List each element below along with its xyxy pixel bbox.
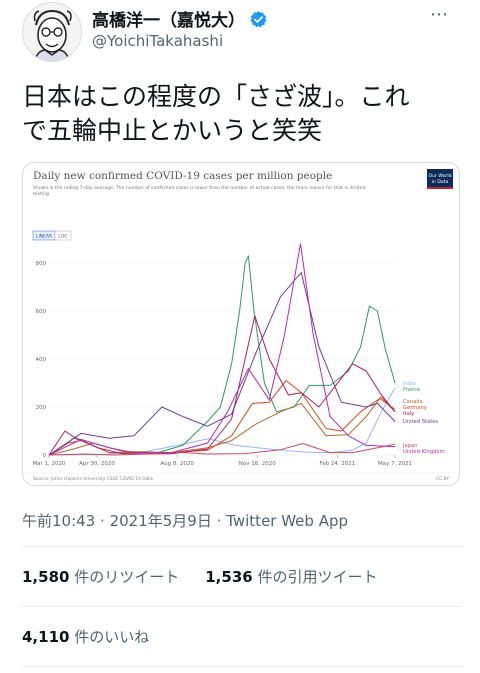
retweet-count: 1,580 xyxy=(22,568,70,586)
chart-source: Source: Johns Hopkins University CSSE CO… xyxy=(33,476,153,482)
display-name-text[interactable]: 高橋洋一（嘉悦大） xyxy=(92,11,245,31)
x-tick-label: May 7, 2021 xyxy=(378,461,412,467)
scale-toggle[interactable]: LINEAR LOG xyxy=(32,230,72,241)
divider xyxy=(22,606,462,607)
divider xyxy=(22,666,462,667)
y-axis-ticks: 0 200 400 600 800 xyxy=(36,261,47,459)
legend-leader xyxy=(394,411,402,414)
like-label: 件のいいね xyxy=(74,628,150,646)
tweet-text-line: で五輪中止とかいうと笑笑 xyxy=(22,116,323,145)
verified-badge-icon xyxy=(250,11,267,28)
tweet-text: 日本はこの程度の「さざ波」。これ で五輪中止とかいうと笑笑 xyxy=(22,80,462,148)
retweet-count-link[interactable]: 1,580 件のリツイート xyxy=(22,568,179,586)
legend-leader xyxy=(394,382,402,388)
y-tick-label: 0 xyxy=(43,453,47,459)
x-tick-label: Feb 24, 2021 xyxy=(319,461,355,467)
legend-label: Germany xyxy=(403,405,427,411)
chart-title: Daily new confirmed COVID-19 cases per m… xyxy=(33,170,332,182)
legend-label: India xyxy=(403,381,416,387)
chart-gridlines xyxy=(49,262,395,456)
linear-toggle-label: LINEAR xyxy=(36,234,52,240)
series-line-japan xyxy=(48,443,396,456)
covid-cases-chart: Daily new confirmed COVID-19 cases per m… xyxy=(23,169,459,482)
legend-label: Canada xyxy=(403,399,423,405)
legend-leader xyxy=(394,444,402,446)
x-tick-label: Apr 30, 2020 xyxy=(79,461,115,467)
series-line-italy xyxy=(48,315,396,456)
series-line-india xyxy=(48,387,396,456)
tweet-date[interactable]: 2021年5月9日 xyxy=(109,512,212,530)
tweet-source[interactable]: Twitter Web App xyxy=(226,512,349,530)
y-tick-label: 800 xyxy=(36,261,47,267)
owid-logo: Our World in Data xyxy=(427,169,453,189)
meta-separator: · xyxy=(100,512,105,530)
legend-leader xyxy=(394,382,402,390)
chart-license: CC BY xyxy=(436,476,449,482)
series-line-france xyxy=(48,255,396,456)
user-handle[interactable]: @YoichiTakahashi xyxy=(92,32,224,50)
more-options-icon[interactable]: ⋯ xyxy=(430,4,450,25)
owid-logo-text: Our World xyxy=(428,173,451,179)
tweet-time[interactable]: 午前10:43 xyxy=(22,512,96,530)
chart-series-lines xyxy=(48,243,396,456)
series-line-united-kingdom xyxy=(48,243,396,456)
legend-label: United Kingdom xyxy=(403,449,445,455)
owid-logo-text: in Data xyxy=(432,179,449,185)
legend-label: United States xyxy=(403,419,438,425)
legend-label: Japan xyxy=(402,443,417,449)
chart-subtitle: Shown is the rolling 7-day average. The … xyxy=(33,185,366,191)
y-tick-label: 200 xyxy=(36,405,47,411)
attached-chart-image[interactable]: Daily new confirmed COVID-19 cases per m… xyxy=(22,162,460,486)
legend-leader xyxy=(394,400,402,410)
x-tick-label: Aug 8, 2020 xyxy=(160,461,194,467)
like-count-link[interactable]: 4,110 件のいいね xyxy=(22,628,149,646)
quote-count-link[interactable]: 1,536 件の引用ツイート xyxy=(205,568,377,586)
divider xyxy=(22,546,462,547)
x-tick-label: Mar 1, 2020 xyxy=(32,461,66,467)
display-name[interactable]: 高橋洋一（嘉悦大） xyxy=(92,6,268,31)
quote-label: 件の引用ツイート xyxy=(257,568,378,586)
engagement-stats: 1,580 件のリツイート 1,536 件の引用ツイート xyxy=(22,566,378,587)
legend-leader xyxy=(394,446,402,452)
x-tick-label: Nov 16, 2020 xyxy=(239,461,276,467)
y-tick-label: 600 xyxy=(36,309,47,315)
tweet-metadata: 午前10:43 · 2021年5月9日 · Twitter Web App xyxy=(22,510,348,531)
retweet-label: 件のリツイート xyxy=(74,568,180,586)
series-line-united-states xyxy=(48,272,396,456)
like-stats: 4,110 件のいいね xyxy=(22,626,149,647)
legend-label: Italy xyxy=(403,411,414,417)
quote-count: 1,536 xyxy=(205,568,253,586)
avatar-caricature-icon xyxy=(23,3,81,61)
tweet-text-line: 日本はこの程度の「さざ波」。これ xyxy=(22,82,410,111)
like-count: 4,110 xyxy=(22,628,70,646)
log-toggle-button[interactable] xyxy=(54,230,72,241)
legend-leader xyxy=(394,406,402,412)
legend-label: France xyxy=(403,387,420,393)
log-toggle-label: LOG xyxy=(58,234,68,240)
meta-separator: · xyxy=(216,512,222,530)
chart-subtitle: testing. xyxy=(33,191,50,197)
y-tick-label: 400 xyxy=(36,357,47,363)
avatar[interactable] xyxy=(22,2,82,62)
x-axis-ticks: Mar 1, 2020 Apr 30, 2020 Aug 8, 2020 Nov 16… xyxy=(32,455,412,467)
